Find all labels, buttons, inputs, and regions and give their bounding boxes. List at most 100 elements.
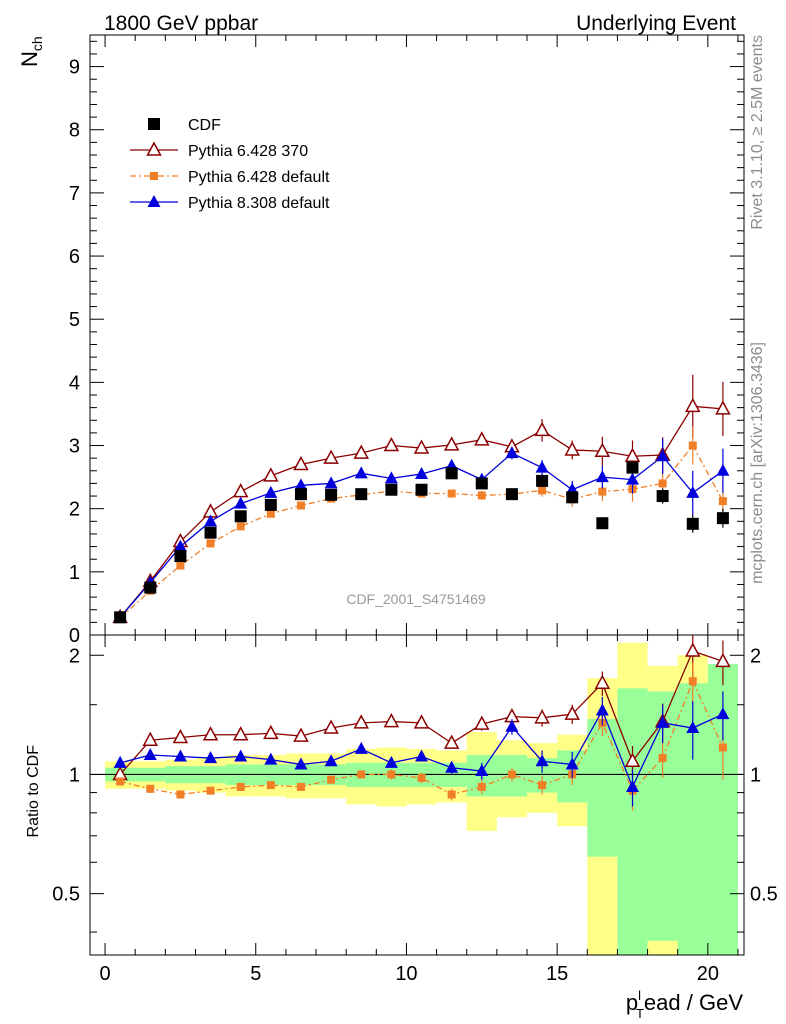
ratio-point-pythia-8-308-default <box>535 754 549 767</box>
main-point-pythia-6-428-370 <box>263 467 279 482</box>
main-point-pythia-8-308-default <box>535 460 549 473</box>
main-point-cdf <box>475 477 488 490</box>
ratio-y-tick-label-left: 2 <box>69 645 80 667</box>
ratio-point-pythia-6-428-default <box>538 781 547 790</box>
ratio-point-pythia-6-428-370 <box>715 652 731 668</box>
ratio-point-pythia-6-428-default <box>688 677 697 686</box>
ratio-band-green <box>617 688 648 955</box>
x-tick-label: 20 <box>697 963 719 985</box>
main-point-cdf <box>325 488 338 501</box>
ratio-point-pythia-8-308-default <box>354 741 368 754</box>
x-tick-label: 5 <box>250 963 261 985</box>
main-point-pythia-6-428-370 <box>413 439 430 454</box>
main-point-pythia-6-428-370 <box>353 444 370 459</box>
ratio-point-pythia-6-428-370 <box>293 727 309 742</box>
main-point-pythia-6-428-default <box>477 491 486 500</box>
main-point-cdf <box>656 490 669 503</box>
legend-label-pythia-8-308-default: Pythia 8.308 default <box>188 195 330 212</box>
ratio-point-pythia-8-308-default <box>445 760 459 773</box>
legend-label-pythia-6-428-370: Pythia 6.428 370 <box>188 143 308 160</box>
main-point-cdf <box>294 488 307 501</box>
main-point-cdf <box>566 491 579 504</box>
ratio-point-pythia-6-428-370 <box>474 715 490 730</box>
ratio-y-tick-label-left: 1 <box>69 764 80 786</box>
main-y-label-main: N <box>17 51 42 67</box>
main-y-tick-label: 2 <box>69 499 80 521</box>
legend-marker-pythia-6-428-default <box>150 172 158 180</box>
ratio-point-pythia-8-308-default <box>415 749 429 762</box>
x-tick-label: 15 <box>546 963 568 985</box>
legend-marker-pythia-8-308-default <box>147 195 161 207</box>
watermark: CDF_2001_S4751469 <box>346 591 486 607</box>
main-point-pythia-6-428-370 <box>232 483 249 498</box>
main-point-cdf <box>114 611 127 624</box>
main-point-pythia-6-428-default <box>598 487 607 496</box>
main-y-tick-label: 4 <box>69 372 80 394</box>
main-point-cdf <box>385 483 398 496</box>
ratio-point-pythia-6-428-370 <box>353 714 370 729</box>
main-point-pythia-8-308-default <box>595 470 609 483</box>
main-point-pythia-8-308-default <box>234 496 248 509</box>
main-point-cdf <box>716 512 729 525</box>
ratio-point-pythia-6-428-370 <box>685 642 701 657</box>
ratio-point-pythia-8-308-default <box>716 707 730 720</box>
main-point-cdf <box>686 517 699 530</box>
main-point-pythia-6-428-370 <box>474 431 490 446</box>
ratio-point-pythia-8-308-default <box>505 719 519 732</box>
x-label-rest: ead / GeV <box>644 990 743 1015</box>
main-point-pythia-6-428-default <box>447 489 456 498</box>
ratio-point-pythia-6-428-default <box>116 777 125 786</box>
ratio-point-pythia-6-428-default <box>236 782 245 791</box>
ratio-point-pythia-8-308-default <box>625 779 639 792</box>
main-y-tick-label: 9 <box>69 57 80 79</box>
main-panel: 0 1 2 3 4 5 6 7 8 9 <box>69 34 745 647</box>
main-point-pythia-6-428-370 <box>383 436 400 452</box>
ratio-point-pythia-6-428-370 <box>202 726 219 741</box>
main-point-cdf <box>264 498 277 511</box>
main-point-pythia-6-428-default <box>688 441 697 450</box>
ratio-point-pythia-8-308-default <box>475 764 489 777</box>
ratio-y-label: Ratio to CDF <box>25 745 42 838</box>
x-label-p: p <box>626 990 638 1015</box>
main-point-pythia-8-308-default <box>354 466 368 479</box>
ratio-point-pythia-8-308-default <box>565 757 579 770</box>
main-point-pythia-8-308-default <box>505 446 519 459</box>
ratio-point-pythia-6-428-default <box>387 770 396 779</box>
main-point-cdf <box>144 581 157 594</box>
main-point-pythia-6-428-default <box>296 501 305 510</box>
ratio-point-pythia-6-428-default <box>658 754 667 763</box>
main-point-pythia-6-428-370 <box>594 442 611 457</box>
ratio-point-pythia-6-428-default <box>266 781 275 790</box>
ratio-bands <box>105 642 738 955</box>
ratio-y-tick-label-left: 0.5 <box>52 884 80 906</box>
main-point-pythia-6-428-default <box>658 479 667 488</box>
main-point-pythia-6-428-370 <box>293 455 309 471</box>
main-point-pythia-8-308-default <box>656 449 670 462</box>
main-point-pythia-8-308-default <box>294 478 308 491</box>
main-point-pythia-6-428-370 <box>323 449 339 464</box>
ratio-point-pythia-6-428-default <box>327 775 336 784</box>
ratio-point-pythia-6-428-default <box>146 784 155 793</box>
ratio-point-pythia-8-308-default <box>143 747 157 760</box>
main-y-tick-label: 5 <box>69 309 80 331</box>
ratio-y-tick-label-right: 0.5 <box>750 884 778 906</box>
main-point-pythia-6-428-370 <box>443 436 460 451</box>
main-point-cdf <box>596 517 609 530</box>
ratio-point-pythia-6-428-370 <box>534 709 550 724</box>
main-y-tick-label: 7 <box>69 183 80 205</box>
main-point-pythia-8-308-default <box>384 471 398 484</box>
ratio-point-pythia-6-428-370 <box>564 705 580 720</box>
ratio-point-pythia-6-428-default <box>718 743 727 752</box>
main-point-pythia-8-308-default <box>173 539 187 552</box>
header-right: Underlying Event <box>576 12 736 35</box>
x-label-sup: l <box>638 988 641 1003</box>
ratio-point-pythia-8-308-default <box>294 757 308 770</box>
main-point-pythia-8-308-default <box>204 514 218 527</box>
ratio-point-pythia-6-428-370 <box>263 724 279 740</box>
ratio-point-pythia-6-428-default <box>176 790 185 799</box>
ratio-point-pythia-6-428-370 <box>624 752 641 767</box>
main-y-tick-label: 0 <box>69 625 80 647</box>
main-point-pythia-8-308-default <box>415 466 429 479</box>
main-point-pythia-6-428-default <box>718 497 727 506</box>
